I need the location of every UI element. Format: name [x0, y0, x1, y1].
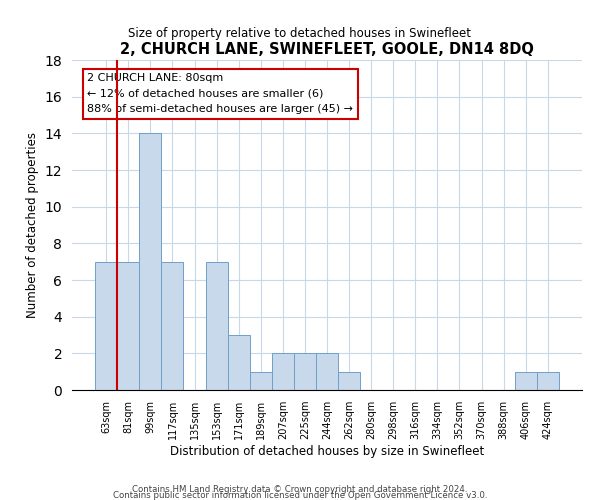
Bar — [272, 354, 294, 390]
Bar — [294, 354, 316, 390]
Bar — [515, 372, 537, 390]
Bar — [117, 262, 139, 390]
Bar — [161, 262, 184, 390]
Text: Contains HM Land Registry data © Crown copyright and database right 2024.: Contains HM Land Registry data © Crown c… — [132, 484, 468, 494]
Bar — [537, 372, 559, 390]
Bar — [95, 262, 117, 390]
Title: 2, CHURCH LANE, SWINEFLEET, GOOLE, DN14 8DQ: 2, CHURCH LANE, SWINEFLEET, GOOLE, DN14 … — [120, 42, 534, 58]
Bar — [250, 372, 272, 390]
Bar — [316, 354, 338, 390]
Bar — [206, 262, 227, 390]
Y-axis label: Number of detached properties: Number of detached properties — [26, 132, 39, 318]
Bar — [338, 372, 360, 390]
Bar — [227, 335, 250, 390]
Text: Contains public sector information licensed under the Open Government Licence v3: Contains public sector information licen… — [113, 490, 487, 500]
Bar — [139, 134, 161, 390]
Text: 2 CHURCH LANE: 80sqm
← 12% of detached houses are smaller (6)
88% of semi-detach: 2 CHURCH LANE: 80sqm ← 12% of detached h… — [88, 73, 353, 114]
Text: Size of property relative to detached houses in Swinefleet: Size of property relative to detached ho… — [128, 28, 472, 40]
X-axis label: Distribution of detached houses by size in Swinefleet: Distribution of detached houses by size … — [170, 445, 484, 458]
